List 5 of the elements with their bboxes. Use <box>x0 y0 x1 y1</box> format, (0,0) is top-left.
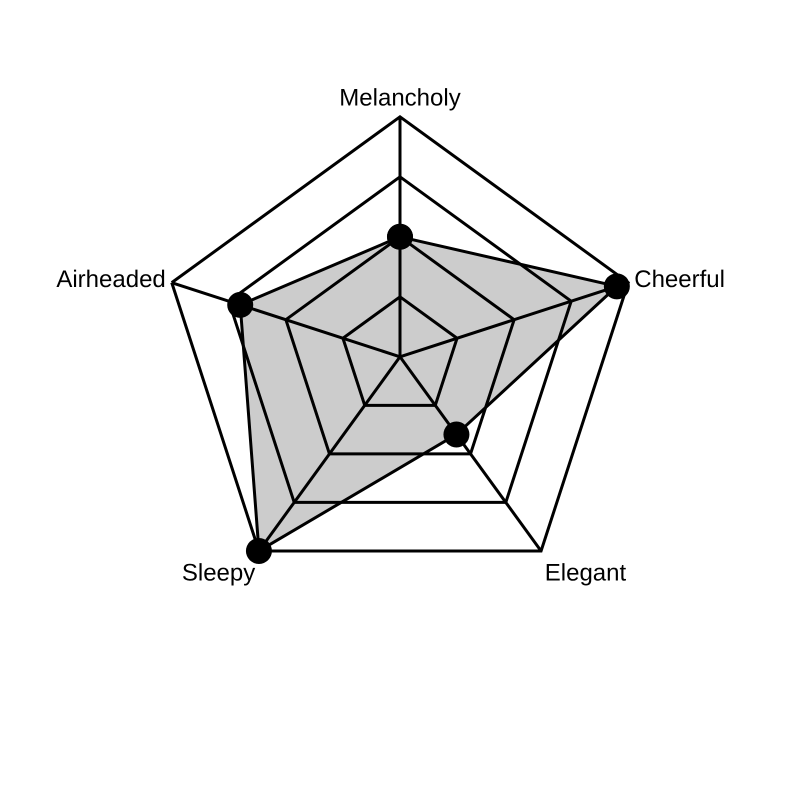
spoke-label: Melancholy <box>339 84 461 112</box>
spoke-label: Airheaded <box>56 266 166 294</box>
spoke-label: Cheerful <box>634 266 725 294</box>
spoke-label: Elegant <box>544 559 626 586</box>
spoke-label: Sleepy <box>182 559 256 586</box>
